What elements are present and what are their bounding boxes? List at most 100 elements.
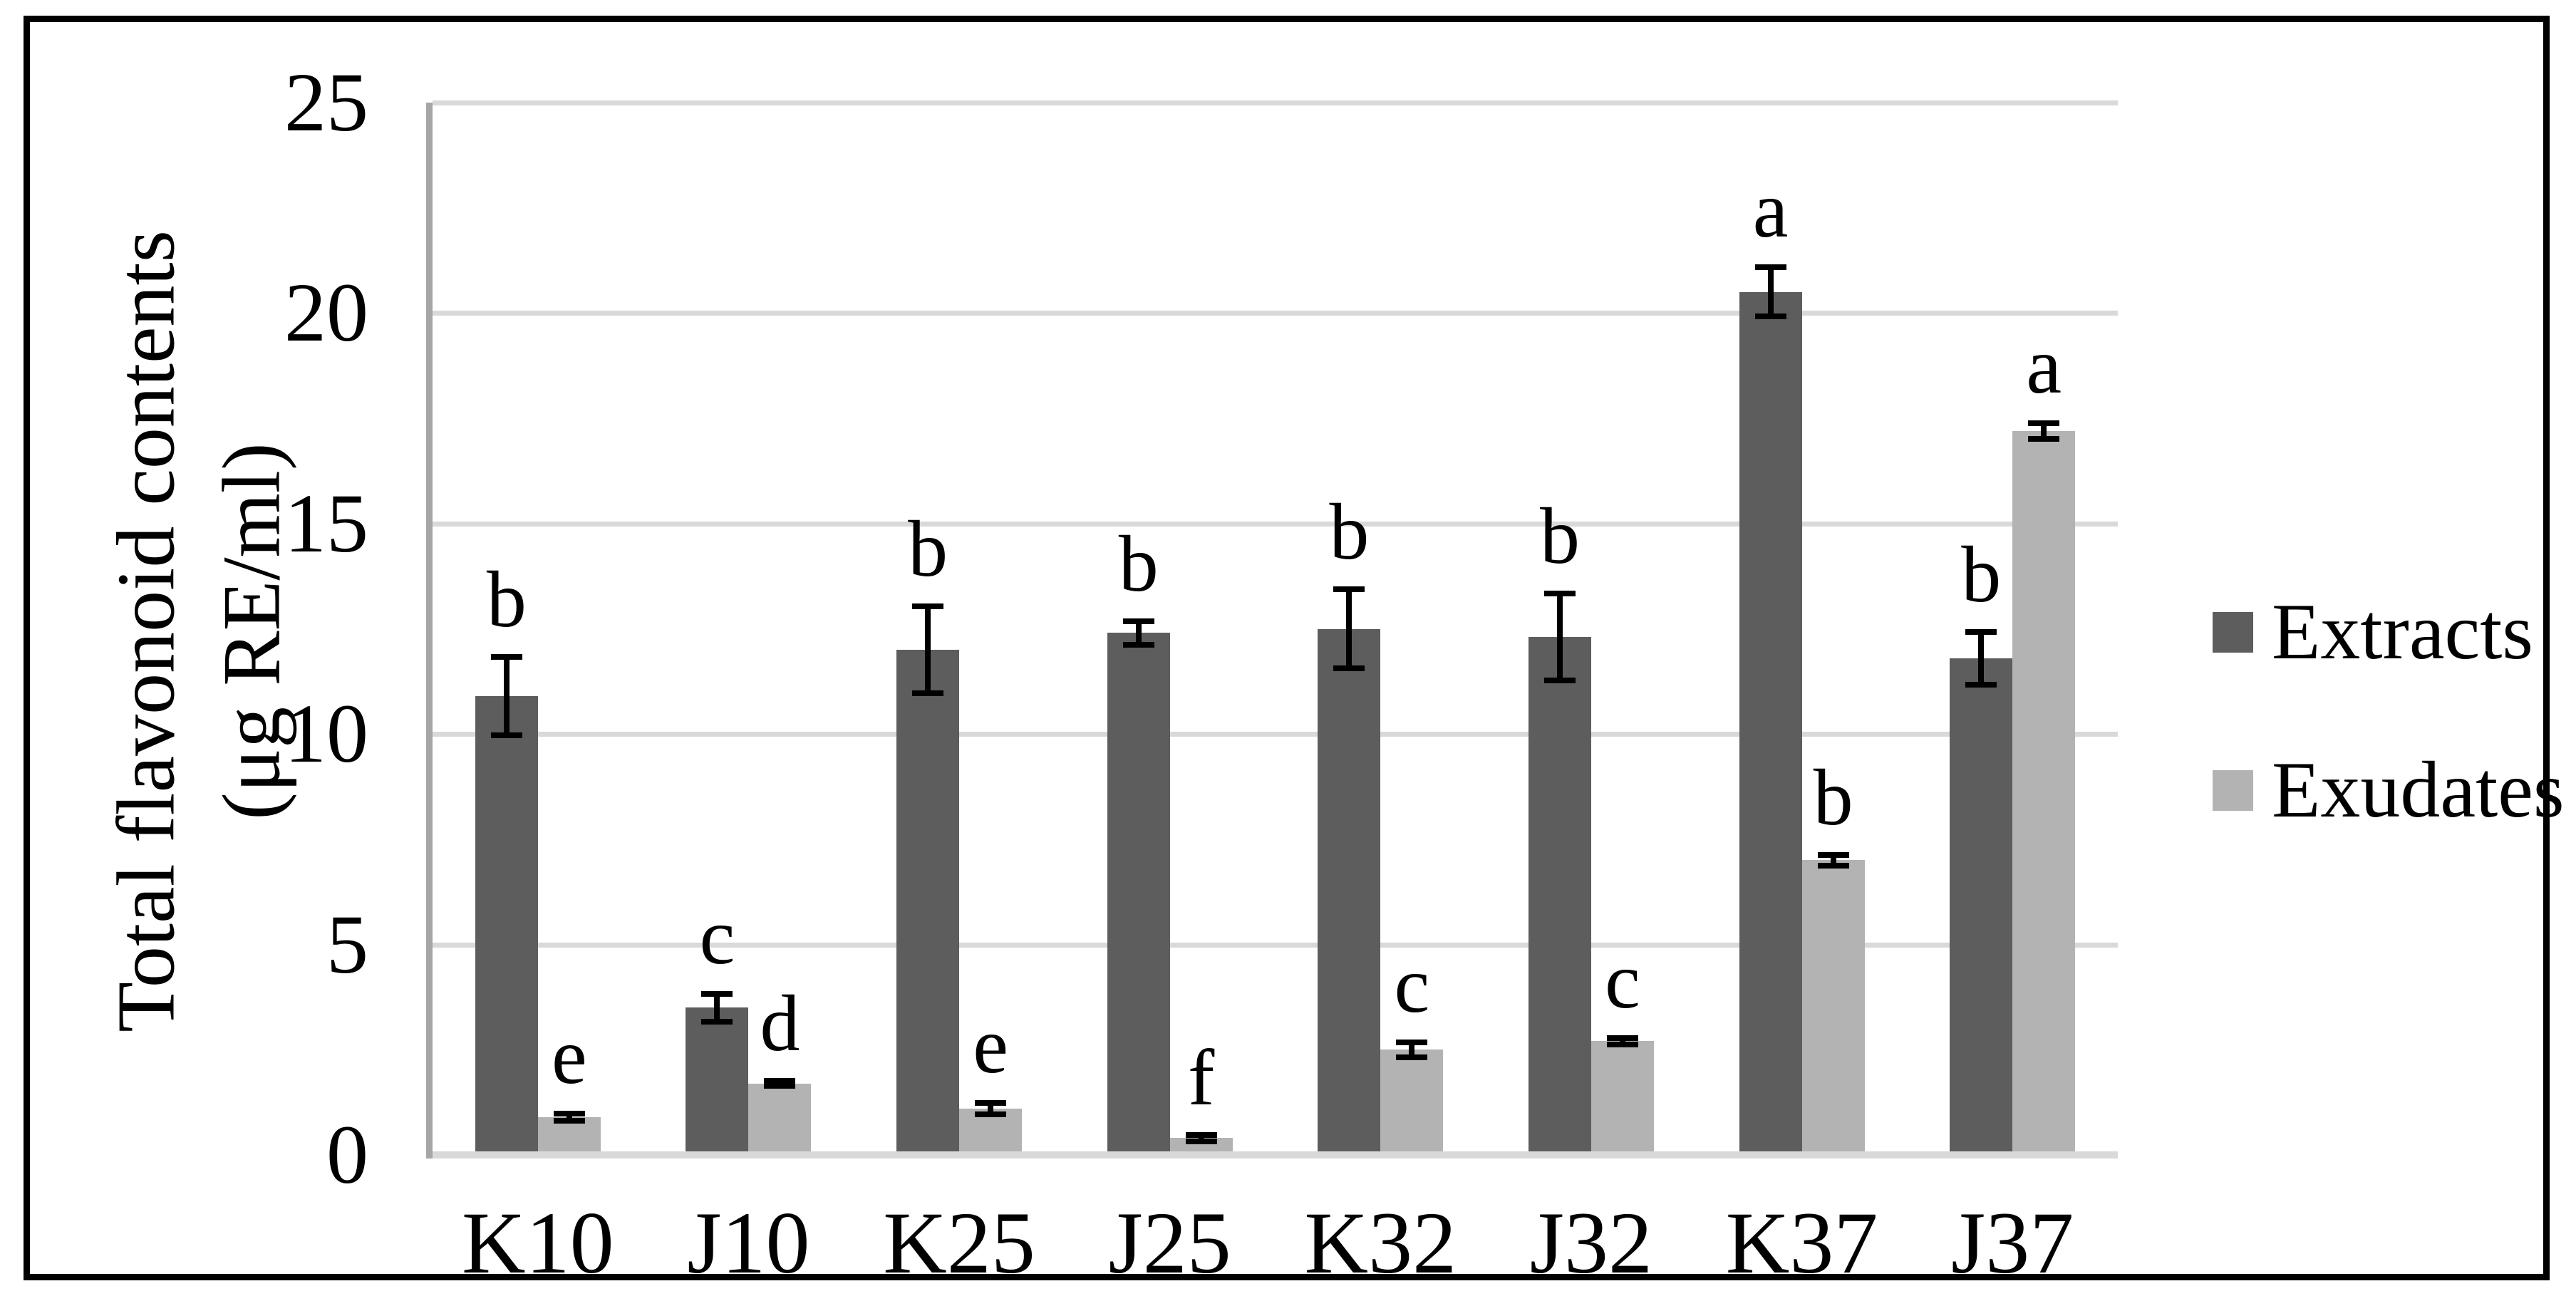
error-cap-bottom-j32-extracts <box>1543 678 1576 684</box>
significance-letter-k10-extracts: b <box>486 555 527 644</box>
legend-item-extracts: Extracts <box>2213 592 2565 672</box>
error-cap-bottom-k10-exudates <box>553 1117 585 1124</box>
error-bar-j25-exudates <box>1198 1131 1204 1145</box>
significance-letter-k25-exudates: e <box>973 1002 1008 1091</box>
error-cap-top-j37-extracts <box>1965 628 1997 635</box>
error-bar-k10-extracts <box>503 653 509 739</box>
bar-k10-exudates <box>537 1116 601 1155</box>
legend: Extracts Exudates <box>2213 592 2565 908</box>
error-cap-bottom-j10-extracts <box>701 1018 733 1025</box>
error-bar-j32-exudates <box>1619 1035 1625 1048</box>
error-cap-top-k10-exudates <box>553 1110 585 1116</box>
significance-letter-k32-extracts: b <box>1329 488 1370 577</box>
error-cap-top-k10-extracts <box>490 653 522 660</box>
error-bar-k10-exudates <box>566 1110 572 1124</box>
error-bar-j10-extracts <box>714 990 720 1025</box>
error-cap-top-j32-exudates <box>1606 1035 1638 1041</box>
error-bar-j32-extracts <box>1556 591 1563 684</box>
error-cap-top-j10-extracts <box>701 990 733 997</box>
significance-letter-k25-extracts: b <box>908 505 948 594</box>
error-bar-k32-extracts <box>1346 586 1352 671</box>
error-cap-top-k37-exudates <box>1817 851 1849 858</box>
significance-letter-j32-exudates: c <box>1605 936 1640 1025</box>
bar-k32-exudates <box>1380 1049 1444 1155</box>
x-category-label-j37: J37 <box>1951 1194 2074 1292</box>
y-tick-label-10: 10 <box>284 687 368 781</box>
x-axis-baseline <box>433 1151 2118 1159</box>
significance-letter-j25-extracts: b <box>1118 519 1159 608</box>
legend-label-exudates: Exudates <box>2272 746 2565 834</box>
error-cap-bottom-k25-exudates <box>975 1111 1007 1117</box>
error-bar-k25-extracts <box>925 603 931 697</box>
error-cap-top-k32-exudates <box>1396 1039 1428 1045</box>
y-tick-label-25: 25 <box>284 56 368 149</box>
extracts-swatch-icon <box>2213 611 2253 653</box>
error-cap-top-j32-extracts <box>1543 591 1576 597</box>
significance-letter-j32-extracts: b <box>1539 492 1580 581</box>
x-category-label-j25: J25 <box>1108 1194 1231 1292</box>
bar-j32-exudates <box>1590 1041 1654 1155</box>
significance-letter-k10-exudates: e <box>551 1012 587 1101</box>
bar-j37-exudates <box>2012 430 2076 1155</box>
error-cap-top-k25-exudates <box>975 1100 1007 1106</box>
y-axis-line <box>426 103 433 1159</box>
exudates-swatch-icon <box>2213 769 2253 811</box>
x-category-label-j32: J32 <box>1529 1194 1653 1292</box>
x-category-label-k10: K10 <box>462 1194 614 1292</box>
error-cap-bottom-k37-extracts <box>1754 313 1786 320</box>
error-cap-bottom-k25-extracts <box>912 690 944 697</box>
gridline-y-10 <box>433 732 2118 737</box>
legend-label-extracts: Extracts <box>2272 588 2533 676</box>
error-cap-top-j10-exudates <box>764 1078 796 1084</box>
significance-letter-j10-exudates: d <box>760 980 800 1069</box>
error-cap-bottom-j10-exudates <box>764 1082 796 1089</box>
significance-letter-k37-extracts: a <box>1752 166 1789 255</box>
error-cap-top-j25-exudates <box>1185 1131 1217 1138</box>
bar-k10-extracts <box>475 696 538 1155</box>
error-cap-top-j37-exudates <box>2028 420 2060 427</box>
error-cap-bottom-k32-exudates <box>1396 1054 1428 1061</box>
x-category-label-k25: K25 <box>883 1194 1035 1292</box>
error-bar-j25-extracts <box>1135 618 1142 648</box>
error-cap-top-j25-extracts <box>1122 618 1154 624</box>
error-bar-k37-extracts <box>1767 264 1774 320</box>
error-cap-bottom-j25-exudates <box>1185 1139 1217 1145</box>
error-cap-bottom-j37-extracts <box>1965 682 1997 688</box>
bar-j10-extracts <box>686 1007 749 1155</box>
significance-letter-j25-exudates: f <box>1188 1033 1215 1122</box>
y-tick-label-5: 5 <box>326 897 368 991</box>
x-category-label-k37: K37 <box>1725 1194 1878 1292</box>
error-cap-top-k37-extracts <box>1754 264 1786 271</box>
significance-letter-j37-exudates: a <box>2026 322 2062 411</box>
significance-letter-j10-extracts: c <box>699 892 735 981</box>
bar-j37-extracts <box>1950 658 2013 1155</box>
error-cap-bottom-j32-exudates <box>1606 1042 1638 1048</box>
significance-letter-k37-exudates: b <box>1813 753 1853 842</box>
error-bar-k37-exudates <box>1830 851 1836 869</box>
bar-j10-exudates <box>748 1083 812 1155</box>
error-cap-top-k25-extracts <box>912 603 944 610</box>
error-cap-bottom-k37-exudates <box>1817 863 1849 869</box>
bar-k37-extracts <box>1739 291 1802 1155</box>
gridline-y-5 <box>433 942 2118 948</box>
chart-frame: Total flavonoid contents (μg RE/ml) 0 5 10… <box>24 16 2565 1287</box>
bar-k25-extracts <box>896 650 960 1155</box>
error-bar-j37-exudates <box>2041 420 2047 442</box>
significance-letter-j37-extracts: b <box>1961 530 2002 619</box>
bar-k37-exudates <box>1801 860 1865 1155</box>
y-tick-label-15: 15 <box>284 476 368 570</box>
gridline-y-15 <box>433 521 2118 527</box>
error-bar-j37-extracts <box>1978 628 1985 688</box>
error-cap-bottom-j37-exudates <box>2028 435 2060 442</box>
error-bar-k32-exudates <box>1409 1039 1415 1061</box>
legend-item-exudates: Exudates <box>2213 750 2565 830</box>
bar-j32-extracts <box>1528 637 1591 1155</box>
x-category-label-j10: J10 <box>687 1194 810 1292</box>
significance-letter-k32-exudates: c <box>1394 940 1430 1030</box>
error-cap-top-k32-extracts <box>1333 586 1365 593</box>
y-tick-label-0: 0 <box>326 1108 368 1201</box>
x-category-label-k32: K32 <box>1304 1194 1457 1292</box>
bar-k32-extracts <box>1318 628 1381 1155</box>
